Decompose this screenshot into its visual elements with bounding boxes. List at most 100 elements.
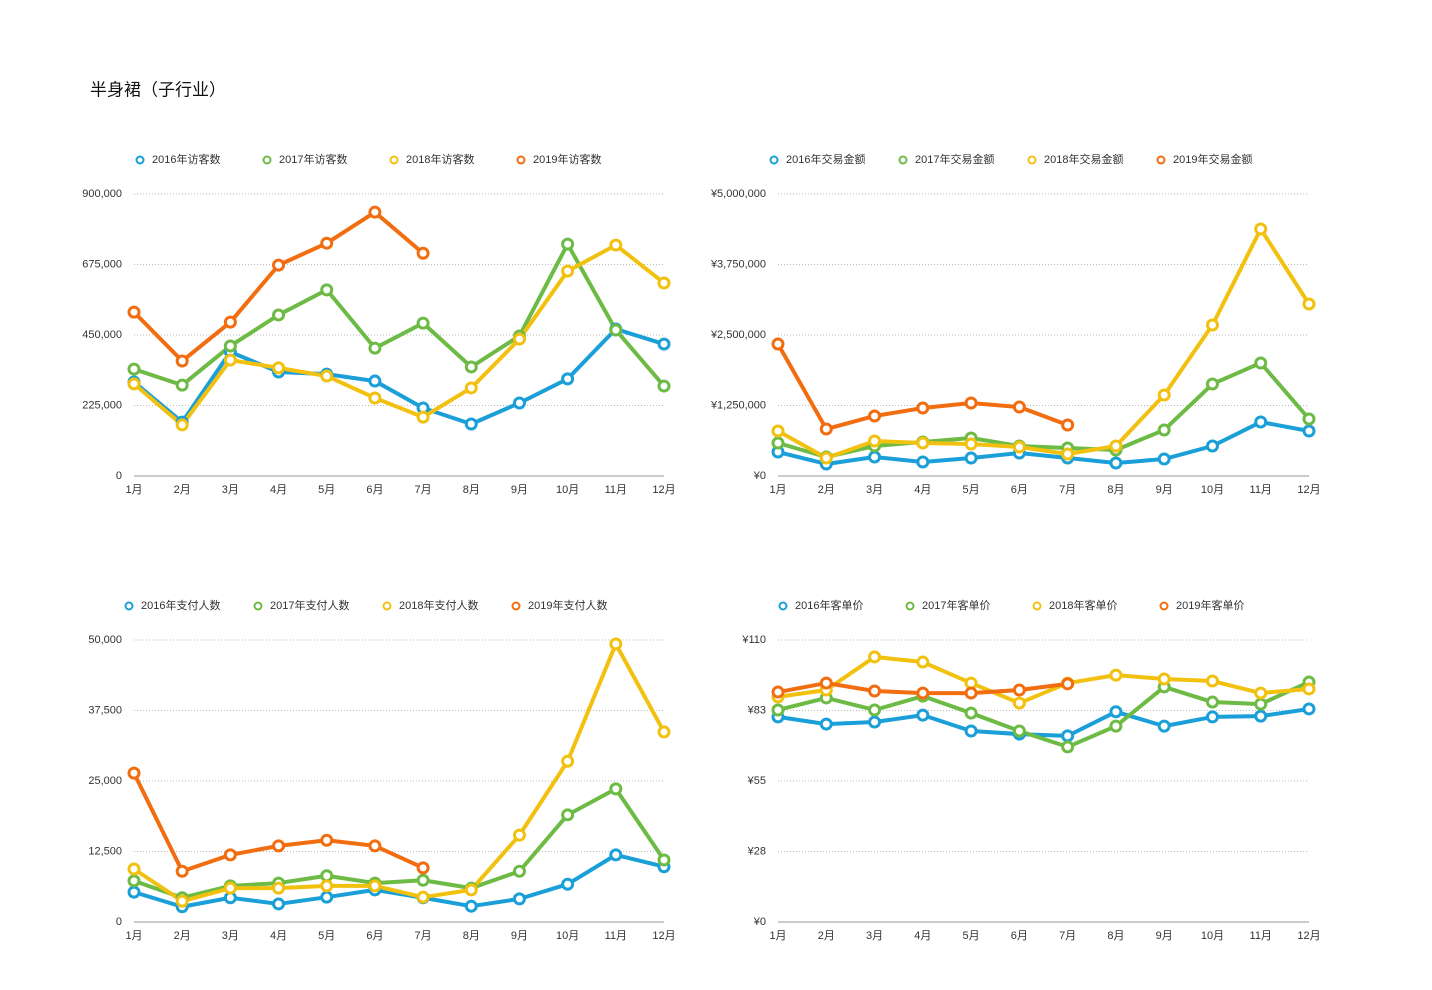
data-point	[964, 686, 978, 700]
data-point	[1012, 683, 1026, 697]
x-tick-label: 3月	[222, 930, 239, 942]
y-tick-label: 37,500	[88, 704, 122, 716]
data-point	[320, 869, 334, 883]
data-point	[368, 879, 382, 893]
legend-label: 2017年交易金额	[915, 152, 994, 166]
x-tick-label: 1月	[125, 484, 142, 496]
data-point	[561, 754, 575, 768]
data-point	[868, 650, 882, 664]
x-tick-label: 12月	[652, 930, 675, 942]
data-point	[1061, 447, 1075, 461]
series-line	[132, 210, 426, 364]
data-point	[1012, 400, 1026, 414]
x-tick-label: 12月	[652, 484, 675, 496]
legend-label: 2016年客单价	[795, 598, 863, 612]
data-point	[657, 853, 671, 867]
data-point	[868, 409, 882, 423]
data-point	[175, 894, 189, 908]
x-tick-label: 6月	[366, 484, 383, 496]
legend-marker	[124, 601, 134, 611]
data-point	[127, 766, 141, 780]
data-point	[127, 305, 141, 319]
data-point	[223, 881, 237, 895]
data-point	[1157, 452, 1171, 466]
data-point	[1157, 672, 1171, 686]
data-point	[175, 354, 189, 368]
data-point	[272, 361, 286, 375]
data-point	[175, 864, 189, 878]
legend-label: 2018年客单价	[1049, 598, 1117, 612]
data-point	[512, 828, 526, 842]
data-point	[868, 450, 882, 464]
x-tick-label: 6月	[1011, 930, 1028, 942]
data-point	[368, 341, 382, 355]
legend-marker	[135, 155, 145, 165]
data-point	[1254, 709, 1268, 723]
data-point	[127, 885, 141, 899]
x-tick-label: 7月	[415, 484, 432, 496]
series-line	[776, 706, 1311, 738]
x-tick-label: 6月	[366, 930, 383, 942]
data-point	[368, 839, 382, 853]
data-point	[368, 374, 382, 388]
legend-marker	[1159, 601, 1169, 611]
x-tick-label: 5月	[318, 484, 335, 496]
legend-marker	[516, 155, 526, 165]
x-tick-label: 1月	[125, 930, 142, 942]
data-point	[964, 724, 978, 738]
x-tick-label: 3月	[866, 484, 883, 496]
data-point	[657, 725, 671, 739]
data-point	[464, 381, 478, 395]
data-point	[416, 410, 430, 424]
data-point	[1302, 682, 1316, 696]
data-point	[1012, 696, 1026, 710]
data-point	[127, 874, 141, 888]
data-point	[1205, 710, 1219, 724]
data-point	[561, 808, 575, 822]
data-point	[771, 436, 785, 450]
x-tick-label: 3月	[866, 930, 883, 942]
y-tick-label: ¥1,250,000	[710, 399, 766, 411]
y-tick-label: ¥5,000,000	[710, 188, 766, 200]
data-point	[916, 655, 930, 669]
x-tick-label: 11月	[1250, 484, 1272, 496]
x-tick-label: 10月	[1201, 930, 1224, 942]
x-tick-label: 2月	[818, 930, 835, 942]
data-point	[819, 676, 833, 690]
data-point	[320, 236, 334, 250]
data-point	[1254, 697, 1268, 711]
series-line	[132, 327, 666, 426]
x-tick-label: 8月	[1107, 484, 1124, 496]
x-tick-label: 1月	[769, 484, 786, 496]
x-tick-label: 4月	[914, 930, 931, 942]
x-tick-label: 10月	[556, 930, 579, 942]
data-point	[1109, 705, 1123, 719]
data-point	[320, 890, 334, 904]
data-point	[868, 684, 882, 698]
x-tick-label: 9月	[511, 930, 528, 942]
series-line	[776, 360, 1311, 459]
legend-label: 2019年支付人数	[528, 598, 607, 612]
data-point	[868, 434, 882, 448]
data-point	[1061, 677, 1075, 691]
legend-label: 2018年支付人数	[399, 598, 478, 612]
data-point	[964, 396, 978, 410]
data-point	[868, 703, 882, 717]
y-tick-label: 25,000	[88, 775, 122, 787]
x-tick-label: 4月	[270, 930, 287, 942]
data-point	[368, 205, 382, 219]
data-point	[223, 848, 237, 862]
data-point	[1109, 439, 1123, 453]
data-point	[272, 881, 286, 895]
data-point	[1061, 418, 1075, 432]
data-point	[512, 892, 526, 906]
data-point	[223, 315, 237, 329]
legend-marker	[769, 155, 779, 165]
y-tick-label: ¥3,750,000	[710, 258, 766, 270]
data-point	[512, 332, 526, 346]
x-tick-label: 7月	[1059, 484, 1076, 496]
data-point	[272, 308, 286, 322]
x-tick-label: 4月	[914, 484, 931, 496]
data-point	[561, 237, 575, 251]
